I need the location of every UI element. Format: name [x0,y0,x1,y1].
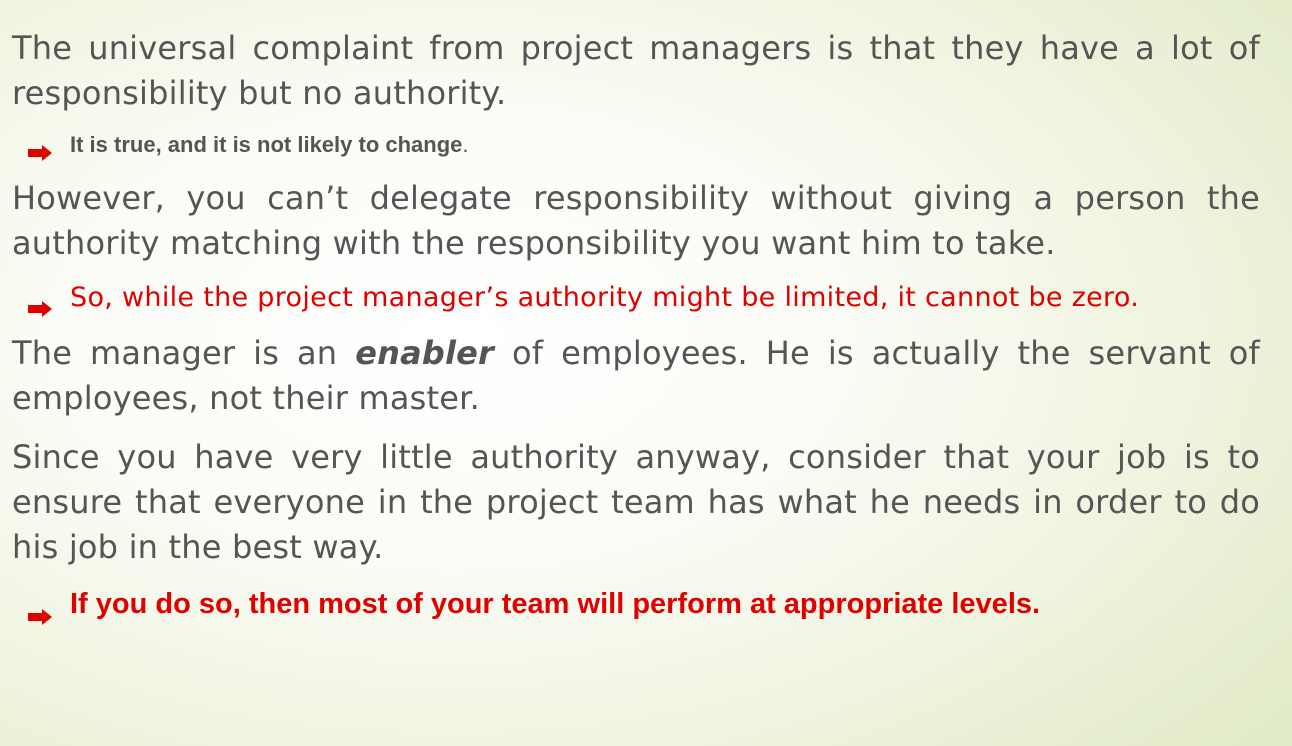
bullet-bold-text: It is true, and it is not likely to chan… [70,132,463,157]
bullet-true-not-change: It is true, and it is not likely to chan… [12,128,1260,162]
paragraph-little-authority: Since you have very little authority any… [12,438,1260,566]
paragraph-delegate-responsibility: However, you can’t delegate responsibili… [12,179,1260,262]
right-arrow-bullet-icon [28,596,58,636]
bullet-text: If you do so, then most of your team wil… [70,588,1041,620]
paragraph-universal-complaint: The universal complaint from project man… [12,29,1260,112]
right-arrow-bullet-icon [28,137,58,171]
enabler-emphasis: enabler [355,334,495,372]
bullet-text: So, while the project manager’s authorit… [70,282,1140,313]
bullet-authority-not-zero: So, while the project manager’s authorit… [12,278,1260,317]
paragraph-enabler-after: of employees. He is actually the servant… [12,334,1260,417]
bullet-team-perform: If you do so, then most of your team wil… [12,584,1260,625]
right-arrow-bullet-icon [28,289,58,328]
paragraph-enabler-before: The manager is an [12,334,356,372]
bullet-trailing-period: . [462,132,469,157]
slide-content: The universal complaint from project man… [12,26,1260,625]
paragraph-manager-enabler: The manager is an enabler of employees. … [12,331,1260,421]
